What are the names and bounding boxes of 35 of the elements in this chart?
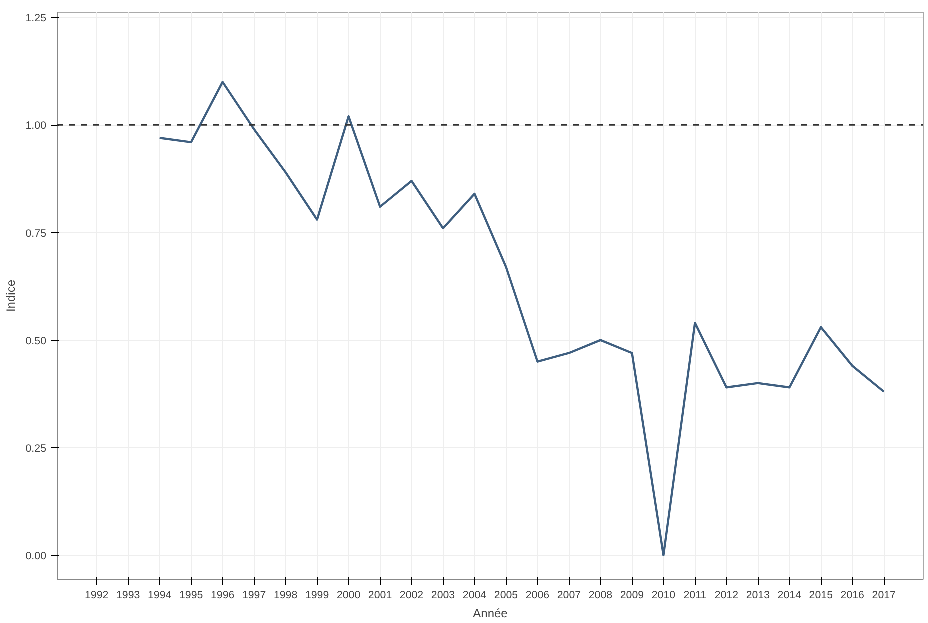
x-tick-label: 1994	[148, 590, 172, 602]
x-tick-label: 2009	[620, 590, 644, 602]
x-axis-title: Année	[473, 606, 508, 620]
y-tick-label: 0.00	[26, 550, 47, 562]
y-tick-label: 0.50	[26, 335, 47, 348]
x-tick-label: 2005	[494, 590, 518, 602]
x-tick-label: 2006	[526, 590, 550, 602]
x-tick-label: 2008	[588, 590, 613, 602]
x-tick-label: 1992	[85, 590, 109, 602]
x-tick-label: 2015	[809, 590, 834, 602]
x-tick-label: 1993	[116, 590, 140, 602]
x-tick-label: 2010	[652, 590, 676, 602]
x-tick-label: 2017	[872, 590, 896, 602]
x-tick-label: 2016	[840, 590, 865, 602]
x-tick-label: 2012	[714, 590, 739, 602]
y-axis-title: Indice	[4, 280, 18, 312]
y-tick-label: 1.25	[26, 12, 47, 25]
x-tick-label: 1997	[242, 590, 266, 602]
x-tick-label: 2013	[746, 590, 770, 602]
x-tick-label: 2007	[557, 590, 582, 602]
y-tick-label: 0.25	[26, 442, 47, 455]
x-tick-label: 2004	[462, 590, 487, 602]
x-tick-label: 1999	[305, 590, 330, 602]
y-tick-label: 1.00	[26, 120, 47, 132]
y-tick-label: 0.75	[26, 228, 47, 240]
x-tick-label: 2014	[778, 590, 802, 602]
line-series	[158, 81, 886, 557]
x-tick-label: 2011	[684, 590, 707, 602]
x-tick-label: 2003	[431, 590, 456, 602]
x-tick-label: 2001	[368, 590, 392, 602]
x-tick-label: 1996	[210, 590, 235, 602]
x-tick-label: 2002	[400, 590, 424, 602]
x-tick-label: 1995	[179, 590, 204, 602]
x-tick-label: 1998	[274, 590, 298, 602]
x-tick-label: 2000	[336, 590, 361, 602]
